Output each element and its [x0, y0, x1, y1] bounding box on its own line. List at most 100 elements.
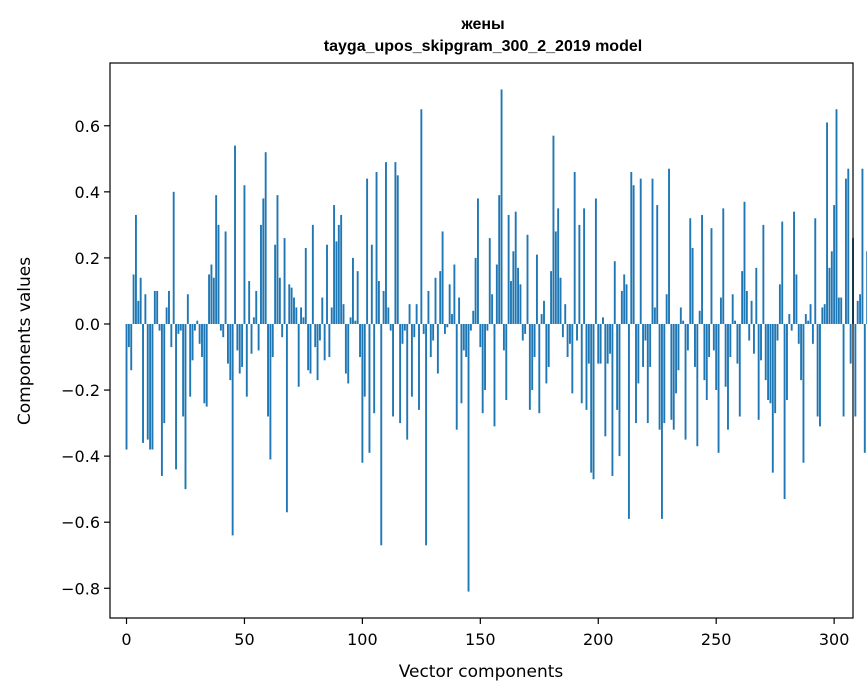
bar	[375, 172, 378, 324]
bar	[547, 323, 550, 367]
bar	[625, 284, 628, 324]
bar	[226, 323, 229, 364]
bar	[524, 323, 527, 334]
bar	[689, 218, 692, 324]
bar	[538, 323, 541, 414]
bar	[184, 323, 187, 490]
bar	[521, 323, 524, 341]
bar	[399, 323, 402, 424]
bar	[219, 323, 222, 331]
bar	[512, 251, 515, 324]
bar	[153, 290, 156, 324]
bar	[842, 323, 845, 417]
bar	[606, 323, 609, 364]
bar	[566, 323, 569, 358]
bar	[179, 323, 182, 331]
bar	[224, 231, 227, 324]
bar	[203, 323, 206, 404]
x-tick-label: 100	[347, 630, 378, 649]
bar	[807, 320, 810, 324]
bar	[554, 231, 557, 324]
bar	[715, 323, 718, 391]
bar	[750, 300, 753, 324]
bar	[543, 300, 545, 324]
bar	[741, 271, 744, 324]
bar	[639, 178, 642, 324]
bar	[217, 224, 220, 324]
bar	[653, 307, 656, 324]
bar	[363, 323, 366, 397]
bar	[137, 300, 140, 324]
bar	[828, 267, 831, 324]
bar	[514, 211, 517, 324]
bar	[410, 323, 413, 397]
bar	[300, 307, 302, 324]
bar	[288, 284, 291, 324]
bar	[260, 224, 262, 324]
bar	[177, 323, 180, 334]
bar	[797, 323, 800, 344]
bar	[729, 323, 732, 358]
bar	[682, 320, 685, 324]
bar	[408, 304, 411, 324]
bar	[564, 304, 567, 324]
bar	[694, 323, 696, 367]
y-tick-label: 0.6	[75, 117, 100, 136]
bar	[458, 297, 461, 324]
bar	[592, 323, 595, 480]
bar	[186, 294, 189, 324]
bar	[139, 277, 142, 324]
bar	[429, 323, 432, 358]
y-tick-label: 0.0	[75, 315, 100, 334]
bar	[215, 195, 218, 324]
bar	[451, 314, 453, 324]
bar	[231, 323, 234, 536]
bar	[278, 277, 281, 324]
bar	[611, 323, 614, 476]
bar	[434, 277, 437, 324]
bar	[854, 323, 857, 417]
bar	[661, 323, 663, 519]
bar	[439, 271, 442, 324]
bar	[318, 323, 321, 341]
bar	[627, 323, 630, 519]
bar	[373, 323, 376, 414]
bar	[632, 185, 635, 324]
bar	[257, 323, 260, 351]
bar	[415, 304, 418, 324]
bar	[734, 320, 737, 324]
bar	[719, 297, 722, 324]
bar	[658, 323, 661, 430]
x-tick-label: 50	[234, 630, 254, 649]
bar	[342, 304, 345, 324]
y-tick-label: 0.2	[75, 249, 100, 268]
bar	[290, 287, 293, 324]
x-tick-label: 250	[701, 630, 732, 649]
bar	[672, 323, 675, 430]
bar	[583, 208, 586, 324]
bar	[208, 274, 211, 324]
bar	[573, 172, 576, 324]
bar	[847, 168, 850, 324]
bar	[125, 323, 128, 450]
bar	[535, 254, 538, 324]
bar	[238, 323, 241, 374]
bar	[462, 323, 465, 351]
bar	[274, 244, 277, 324]
bar	[248, 281, 251, 324]
bar	[774, 323, 777, 414]
bar	[679, 307, 682, 324]
bar	[328, 323, 331, 358]
bar	[776, 323, 779, 341]
bar	[304, 248, 307, 324]
bar	[752, 323, 755, 354]
bar	[311, 224, 314, 324]
bar	[323, 323, 326, 361]
bar	[602, 317, 604, 324]
bar	[569, 323, 571, 344]
bar	[630, 172, 633, 324]
bar	[149, 323, 152, 450]
bar	[481, 323, 484, 414]
bar	[743, 201, 746, 324]
